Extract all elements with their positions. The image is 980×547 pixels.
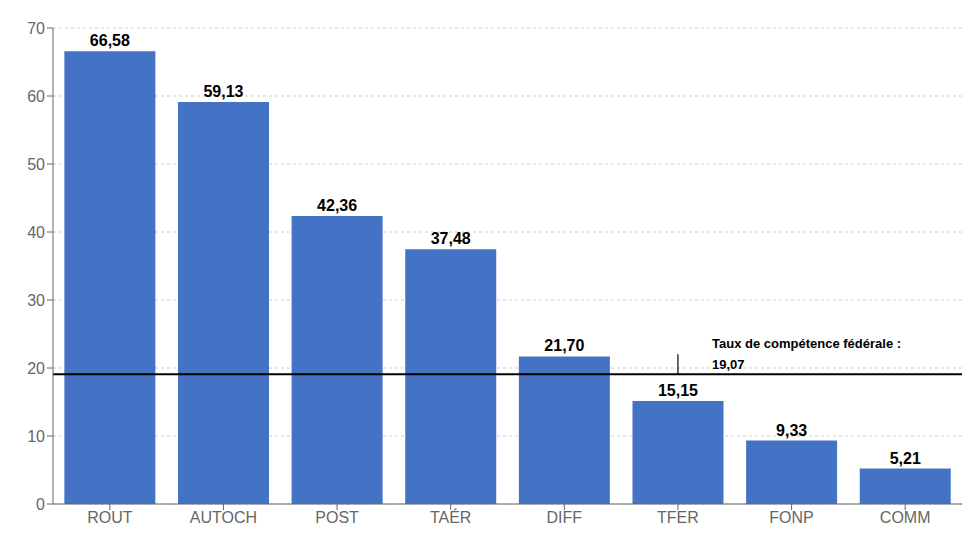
svg-text:AUTOCH: AUTOCH <box>190 509 257 526</box>
svg-text:21,70: 21,70 <box>544 337 584 354</box>
svg-text:60: 60 <box>27 88 45 105</box>
svg-text:42,36: 42,36 <box>317 197 357 214</box>
svg-text:5,21: 5,21 <box>890 450 921 467</box>
svg-text:10: 10 <box>27 428 45 445</box>
svg-text:FONP: FONP <box>769 509 813 526</box>
svg-text:DIFF: DIFF <box>547 509 583 526</box>
svg-text:TFER: TFER <box>657 509 699 526</box>
svg-text:0: 0 <box>36 496 45 513</box>
svg-text:9,33: 9,33 <box>776 422 807 439</box>
svg-text:20: 20 <box>27 360 45 377</box>
svg-text:30: 30 <box>27 292 45 309</box>
svg-text:Taux de compétence fédérale :: Taux de compétence fédérale : <box>712 336 901 351</box>
svg-text:COMM: COMM <box>880 509 931 526</box>
svg-text:15,15: 15,15 <box>658 382 698 399</box>
svg-text:37,48: 37,48 <box>431 230 471 247</box>
svg-text:66,58: 66,58 <box>90 32 130 49</box>
svg-text:70: 70 <box>27 20 45 37</box>
svg-text:59,13: 59,13 <box>203 83 243 100</box>
svg-text:POST: POST <box>315 509 359 526</box>
svg-text:ROUT: ROUT <box>87 509 133 526</box>
svg-text:TAÉR: TAÉR <box>430 508 471 526</box>
svg-text:19,07: 19,07 <box>712 357 745 372</box>
svg-text:50: 50 <box>27 156 45 173</box>
svg-text:40: 40 <box>27 224 45 241</box>
